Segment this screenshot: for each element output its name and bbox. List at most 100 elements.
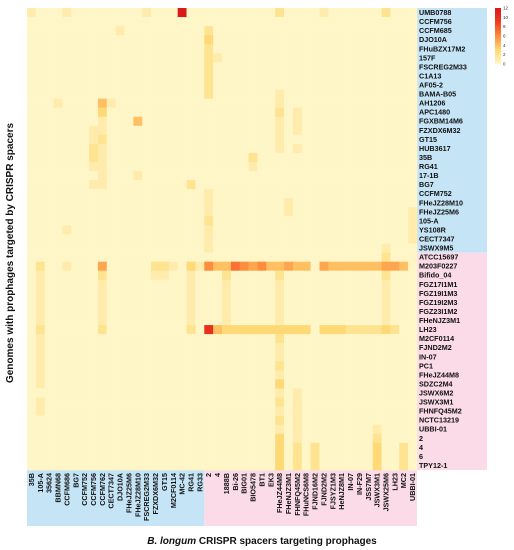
heatmap-cell	[97, 125, 108, 136]
heatmap-cell	[372, 261, 382, 272]
heatmap-cell	[354, 116, 365, 127]
heatmap-cell	[319, 442, 329, 453]
heatmap-cell	[390, 306, 400, 317]
heatmap-cell	[301, 80, 311, 90]
heatmap-cell	[177, 216, 187, 226]
heatmap-cell	[142, 388, 152, 398]
heatmap-cell	[292, 198, 303, 208]
row-label: FHuBZX17M2	[419, 44, 465, 53]
heatmap-cell	[115, 243, 125, 253]
heatmap-cell	[257, 343, 267, 353]
heatmap-cell	[151, 134, 161, 145]
heatmap-cell	[204, 406, 214, 416]
heatmap-cell	[337, 216, 347, 226]
heatmap-cell	[248, 252, 258, 262]
heatmap-cell	[257, 17, 267, 27]
heatmap-cell	[168, 279, 178, 290]
heatmap-cell	[53, 306, 63, 317]
heatmap-cell	[151, 107, 161, 118]
heatmap-cell	[372, 279, 382, 290]
heatmap-cell	[35, 352, 46, 362]
heatmap-cell	[363, 71, 373, 81]
heatmap-cell	[310, 26, 320, 36]
heatmap-cell	[151, 89, 161, 99]
heatmap-cell	[89, 370, 99, 380]
heatmap-cell	[106, 297, 116, 308]
heatmap-cell	[168, 424, 178, 435]
heatmap-cell	[363, 152, 373, 163]
heatmap-cell	[248, 35, 258, 45]
heatmap-cell	[35, 334, 46, 344]
heatmap-cell	[53, 80, 63, 90]
heatmap-cell	[239, 80, 249, 90]
heatmap-cell	[222, 460, 232, 471]
column-label: 35624	[45, 473, 54, 493]
heatmap-cell	[159, 225, 170, 235]
heatmap-cell	[275, 198, 285, 208]
heatmap-cell	[328, 279, 338, 290]
heatmap-cell	[204, 352, 214, 362]
heatmap-cell	[106, 98, 116, 108]
heatmap-cell	[239, 152, 249, 163]
heatmap-cell	[372, 89, 382, 99]
heatmap-cell	[354, 261, 365, 272]
heatmap-cell	[142, 107, 152, 118]
heatmap-cell	[266, 316, 276, 326]
heatmap-cell	[275, 433, 285, 444]
heatmap-cell	[381, 8, 391, 18]
heatmap-cell	[248, 62, 258, 72]
heatmap-cell	[284, 80, 294, 90]
heatmap-cell	[115, 107, 125, 118]
heatmap-cell	[266, 379, 276, 389]
heatmap-cell	[230, 388, 241, 398]
heatmap-cell	[35, 343, 46, 353]
heatmap-cell	[390, 162, 400, 172]
heatmap-cell	[310, 433, 320, 444]
heatmap-cell	[301, 279, 311, 290]
heatmap-cell	[381, 325, 391, 335]
heatmap-cell	[89, 171, 99, 181]
heatmap-cell	[62, 370, 72, 380]
heatmap-cell	[363, 325, 373, 335]
heatmap-cell	[346, 26, 356, 36]
heatmap-cell	[133, 261, 143, 272]
heatmap-cell	[257, 297, 267, 308]
heatmap-cell	[266, 162, 276, 172]
heatmap-cell	[195, 406, 205, 416]
heatmap-cell	[35, 107, 46, 118]
heatmap-cell	[408, 379, 418, 389]
heatmap-cell	[230, 198, 241, 208]
heatmap-cell	[71, 379, 81, 389]
heatmap-cell	[408, 89, 418, 99]
heatmap-cell	[195, 162, 205, 172]
heatmap-cell	[71, 261, 81, 272]
heatmap-cell	[89, 198, 99, 208]
heatmap-cell	[239, 125, 249, 136]
heatmap-cell	[159, 261, 170, 272]
heatmap-cell	[213, 397, 223, 407]
heatmap-cell	[301, 180, 311, 190]
heatmap-cell	[230, 98, 241, 108]
heatmap-cell	[71, 225, 81, 235]
heatmap-cell	[124, 388, 134, 398]
heatmap-cell	[142, 406, 152, 416]
heatmap-cell	[35, 388, 46, 398]
heatmap-cell	[80, 189, 90, 199]
heatmap-cell	[53, 361, 63, 371]
heatmap-cell	[53, 8, 63, 18]
heatmap-cell	[159, 252, 170, 262]
row-label: AH1206	[419, 99, 445, 108]
heatmap-cell	[372, 243, 382, 253]
heatmap-cell	[337, 62, 347, 72]
heatmap-cell	[159, 379, 170, 389]
heatmap-cell	[35, 370, 46, 380]
heatmap-cell	[399, 234, 409, 244]
heatmap-cell	[222, 180, 232, 190]
heatmap-cell	[142, 171, 152, 181]
heatmap-cell	[222, 297, 232, 308]
heatmap-cell	[328, 415, 338, 426]
heatmap-cell	[44, 35, 54, 45]
heatmap-cell	[292, 107, 303, 118]
heatmap-cell	[346, 433, 356, 444]
heatmap-cell	[390, 116, 400, 127]
